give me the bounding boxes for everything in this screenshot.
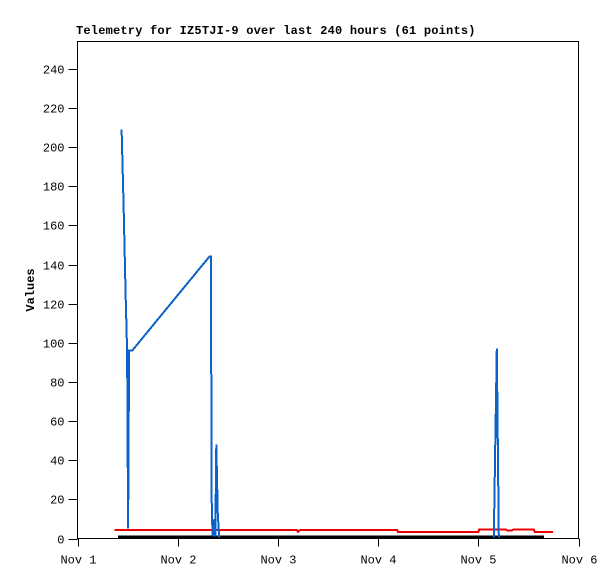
plot-frame xyxy=(77,41,579,539)
y-tick-label: 40 xyxy=(50,455,64,469)
y-tick-label: 80 xyxy=(50,377,64,391)
telemetry-channel-blue-line xyxy=(492,348,500,538)
y-tick-label: 20 xyxy=(50,494,64,508)
y-tick-label: 60 xyxy=(50,416,64,430)
y-tick-label: 100 xyxy=(43,338,65,352)
y-tick-label: 240 xyxy=(43,64,65,78)
telemetry-channel-blue-line xyxy=(120,129,221,538)
y-tick-label: 180 xyxy=(43,181,65,195)
x-tick-label: Nov 2 xyxy=(160,554,196,568)
x-tick-label: Nov 5 xyxy=(460,554,496,568)
telemetry-channel-red-line xyxy=(114,528,553,534)
x-tick-label: Nov 6 xyxy=(561,554,597,568)
x-tick-label: Nov 4 xyxy=(360,554,396,568)
x-tick-label: Nov 3 xyxy=(260,554,296,568)
y-tick-label: 140 xyxy=(43,260,65,274)
y-tick-label: 200 xyxy=(43,142,65,156)
y-tick-label: 0 xyxy=(57,534,64,548)
x-tick-label: Nov 1 xyxy=(60,554,96,568)
y-tick-label: 160 xyxy=(43,220,65,234)
y-tick-label: 120 xyxy=(43,299,65,313)
chart-title: Telemetry for IZ5TJI-9 over last 240 hou… xyxy=(76,24,476,38)
y-tick-label: 220 xyxy=(43,103,65,117)
